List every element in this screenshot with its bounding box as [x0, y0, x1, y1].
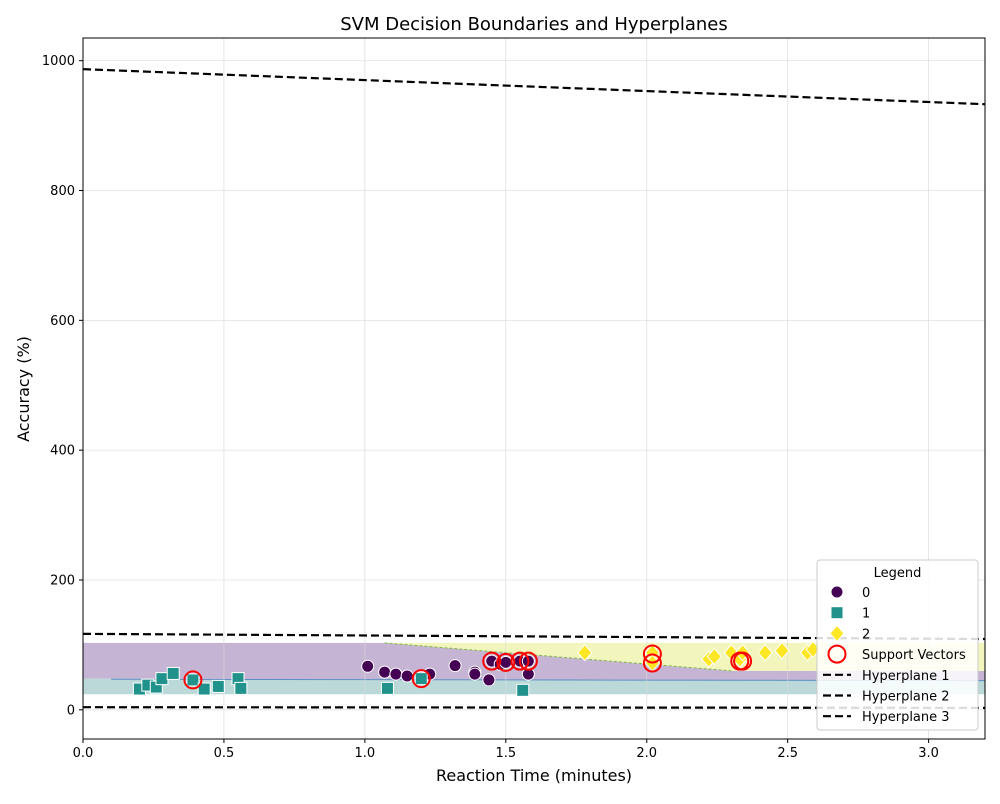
point-class-1 — [186, 673, 200, 687]
legend-label: 2 — [862, 627, 870, 642]
point-class-0 — [521, 667, 535, 681]
point-class-2 — [706, 647, 723, 666]
y-axis-ticks: 0 200 400 600 800 1000 — [42, 54, 83, 718]
support-vector — [733, 651, 753, 671]
point-class-2 — [757, 643, 773, 662]
region-class-1 — [83, 678, 985, 695]
point-class-0 — [400, 669, 414, 683]
y-axis-label: Accuracy (%) — [14, 336, 33, 442]
support-vector — [183, 670, 203, 690]
legend-label: 1 — [862, 607, 870, 622]
x-tick-label: 0.5 — [214, 746, 235, 761]
support-vector — [496, 652, 516, 672]
point-class-1 — [380, 681, 394, 695]
point-class-0 — [499, 655, 513, 669]
y-tick-label: 600 — [50, 314, 75, 329]
legend-label: 0 — [862, 586, 870, 601]
legend-marker-0 — [830, 585, 844, 599]
x-tick-label: 2.0 — [636, 746, 657, 761]
legend-label: Hyperplane 2 — [862, 690, 950, 705]
point-class-0 — [389, 667, 403, 681]
legend-title: Legend — [874, 566, 922, 581]
support-vector — [518, 651, 538, 671]
legend-marker-support-vectors — [827, 644, 847, 664]
point-class-1 — [516, 683, 530, 697]
y-tick-label: 0 — [67, 703, 75, 718]
legend-label: Support Vectors — [862, 648, 966, 663]
hyperplane-1 — [82, 68, 986, 106]
point-class-1 — [414, 672, 428, 686]
point-class-1 — [211, 679, 225, 693]
legend-marker-2 — [829, 624, 845, 643]
y-tick-label: 1000 — [42, 54, 75, 69]
y-tick-label: 200 — [50, 573, 75, 588]
plot-frame — [82, 37, 986, 740]
boundary-line — [384, 642, 732, 672]
legend-marker-1 — [830, 606, 844, 620]
x-tick-label: 1.0 — [355, 746, 376, 761]
support-vector — [510, 651, 530, 671]
legend-box — [816, 559, 979, 731]
support-vector — [411, 669, 431, 689]
x-tick-label: 3.0 — [918, 746, 939, 761]
point-class-0 — [378, 665, 392, 679]
legend-label: Hyperplane 3 — [862, 710, 950, 725]
x-axis-ticks: 0.0 0.5 1.0 1.5 2.0 2.5 3.0 — [73, 739, 939, 761]
chart-title: SVM Decision Boundaries and Hyperplanes — [340, 14, 728, 35]
point-class-0 — [468, 667, 482, 681]
point-class-1 — [234, 681, 248, 695]
legend: Legend 0 1 2 Support Vectors Hyperplane 1 Hype… — [816, 559, 979, 731]
point-class-2 — [774, 641, 790, 660]
x-tick-label: 1.5 — [495, 746, 516, 761]
y-tick-label: 800 — [50, 184, 75, 199]
support-vector — [642, 644, 662, 664]
x-tick-label: 2.5 — [777, 746, 798, 761]
support-vectors — [183, 644, 753, 690]
point-class-0 — [361, 659, 375, 673]
point-class-1 — [155, 672, 169, 686]
point-class-1 — [197, 682, 211, 696]
support-vector — [642, 653, 662, 673]
point-class-1 — [166, 666, 180, 680]
point-class-2 — [577, 643, 593, 662]
point-class-0 — [482, 673, 496, 687]
legend-label: Hyperplane 1 — [862, 669, 950, 684]
support-vector — [482, 651, 502, 671]
y-tick-label: 400 — [50, 444, 75, 459]
point-class-0 — [448, 659, 462, 673]
x-axis-label: Reaction Time (minutes) — [436, 766, 632, 785]
x-tick-label: 0.0 — [73, 746, 94, 761]
